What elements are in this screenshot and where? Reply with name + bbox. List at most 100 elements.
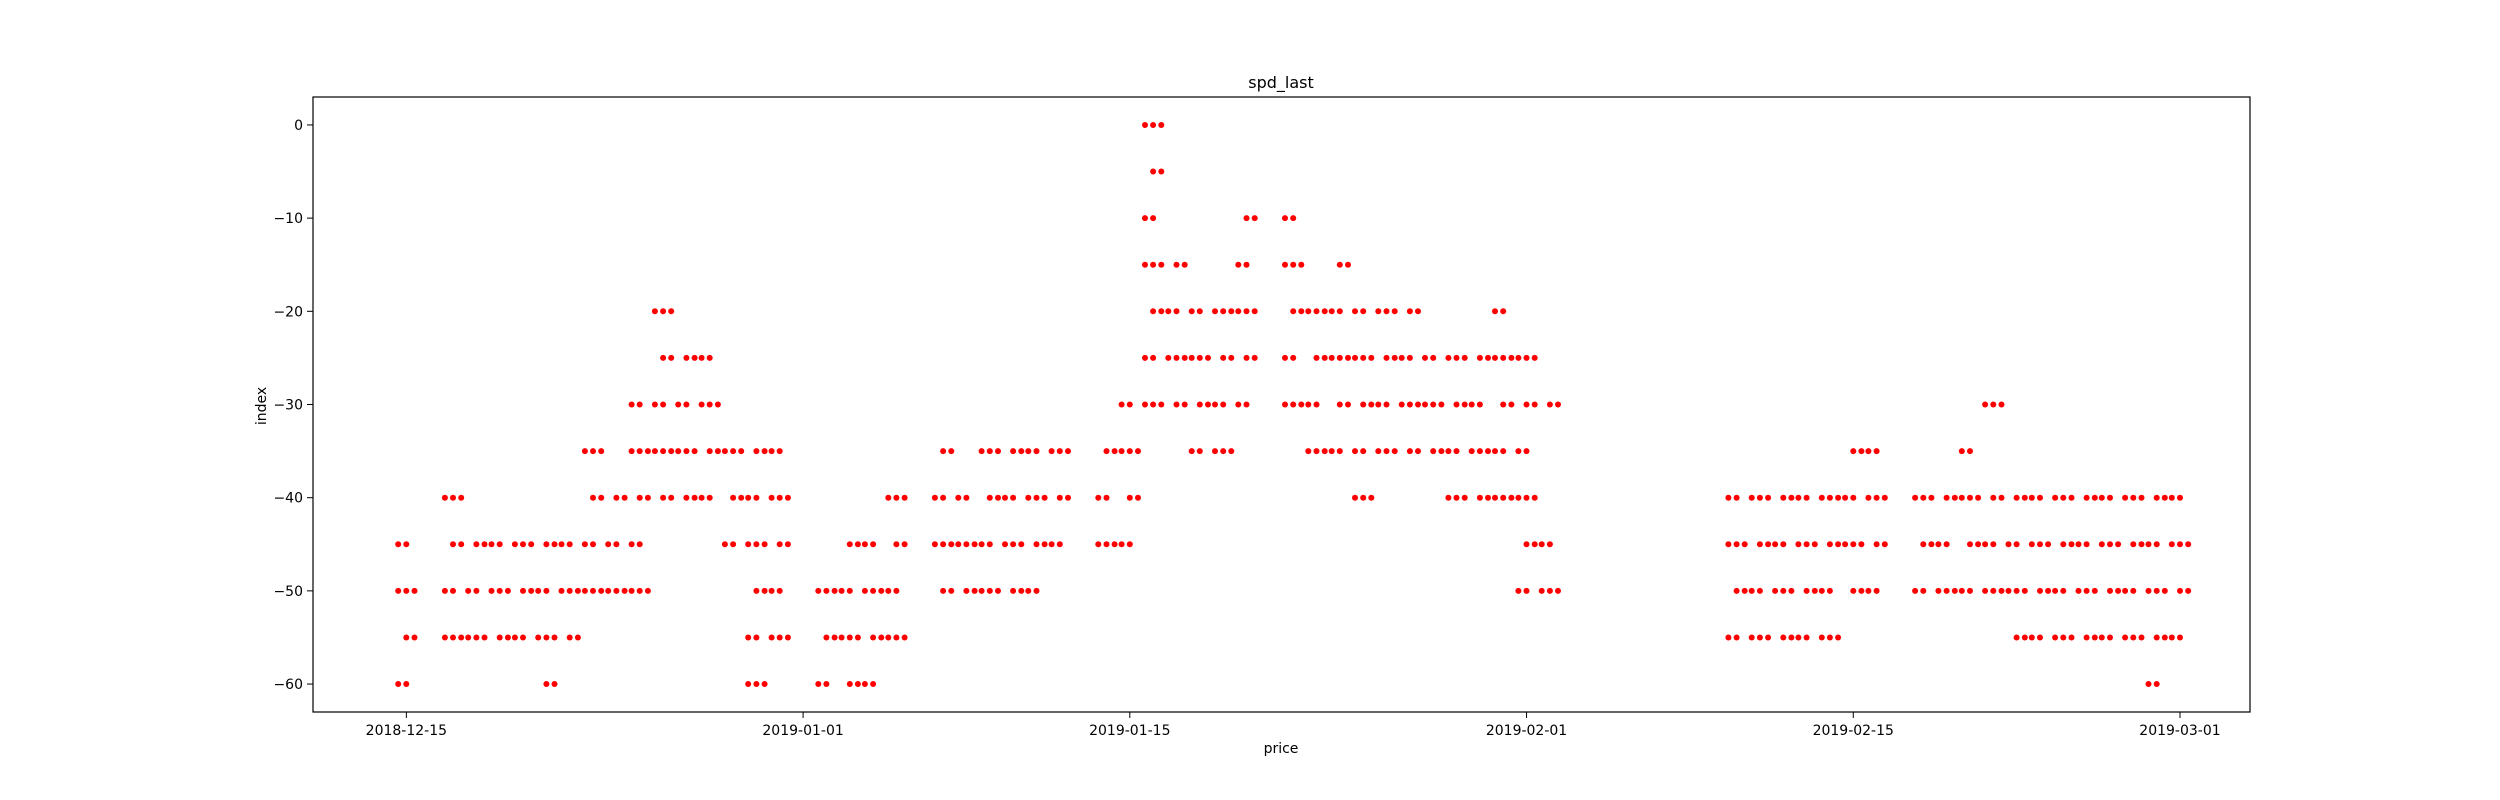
data-point (1780, 494, 1787, 501)
data-point (1912, 587, 1919, 594)
data-point (450, 587, 456, 594)
data-point (574, 634, 581, 641)
data-point (1935, 587, 1942, 594)
data-point (706, 354, 713, 361)
data-point (1142, 122, 1148, 128)
data-point (458, 541, 465, 548)
data-point (1858, 448, 1865, 455)
data-point (1523, 401, 1530, 408)
data-point (1858, 541, 1865, 548)
data-point (691, 494, 698, 501)
data-point (1438, 401, 1445, 408)
data-point (1220, 401, 1227, 408)
data-point (581, 448, 588, 455)
y-tick-label: −40 (273, 491, 303, 507)
data-point (1531, 494, 1538, 501)
data-point (2045, 541, 2052, 548)
data-point (1523, 541, 1530, 548)
data-point (450, 494, 456, 501)
data-point (660, 401, 667, 408)
data-point (2153, 587, 2160, 594)
data-point (598, 448, 605, 455)
data-point (861, 681, 868, 687)
data-point (1165, 354, 1172, 361)
data-point (1010, 494, 1017, 501)
data-point (1826, 634, 1833, 641)
data-point (2153, 634, 2160, 641)
data-point (1173, 401, 1180, 408)
data-point (1422, 401, 1428, 408)
data-point (1765, 541, 1772, 548)
data-point (691, 354, 698, 361)
x-tick-label: 2018-12-15 (366, 723, 447, 739)
data-point (1018, 448, 1025, 455)
data-point (1126, 541, 1133, 548)
data-point (1173, 261, 1180, 268)
data-point (1958, 587, 1965, 594)
data-point (1538, 541, 1545, 548)
data-point (823, 634, 830, 641)
data-point (2153, 541, 2160, 548)
data-point (870, 541, 877, 548)
data-point (1500, 308, 1507, 315)
data-point (978, 448, 985, 455)
data-point (2153, 681, 2160, 687)
data-point (574, 587, 581, 594)
data-point (963, 587, 970, 594)
data-point (893, 634, 900, 641)
data-point (504, 587, 511, 594)
data-point (2005, 541, 2012, 548)
data-point (1772, 541, 1779, 548)
data-point (2013, 494, 2020, 501)
data-point (1912, 494, 1919, 501)
data-point (2177, 494, 2183, 501)
data-point (986, 541, 993, 548)
data-point (1375, 401, 1382, 408)
data-point (473, 541, 480, 548)
data-point (1352, 448, 1358, 455)
data-point (2177, 634, 2183, 641)
data-point (1733, 634, 1740, 641)
data-point (940, 541, 947, 548)
data-point (1873, 541, 1880, 548)
data-point (2091, 587, 2098, 594)
data-point (1811, 587, 1818, 594)
data-point (955, 541, 962, 548)
data-point (1415, 448, 1421, 455)
data-point (1538, 587, 1545, 594)
data-point (1345, 261, 1351, 268)
data-point (776, 448, 783, 455)
data-point (1741, 541, 1748, 548)
data-point (1345, 401, 1351, 408)
data-point (2083, 541, 2090, 548)
data-point (1142, 261, 1148, 268)
data-point (745, 494, 752, 501)
data-point (1305, 448, 1312, 455)
data-point (1173, 354, 1180, 361)
data-point (458, 494, 465, 501)
data-point (1212, 401, 1218, 408)
data-point (1765, 634, 1772, 641)
data-point (1748, 634, 1755, 641)
data-point (1920, 494, 1927, 501)
data-point (1430, 448, 1437, 455)
data-point (995, 587, 1001, 594)
data-point (1391, 308, 1398, 315)
data-point (1150, 168, 1157, 175)
data-point (745, 681, 752, 687)
data-point (1025, 448, 1032, 455)
data-point (411, 587, 418, 594)
data-point (2068, 541, 2075, 548)
data-point (1531, 541, 1538, 548)
data-point (598, 494, 605, 501)
data-point (931, 494, 938, 501)
data-point (2107, 541, 2113, 548)
data-point (1967, 587, 1973, 594)
data-point (1251, 308, 1258, 315)
data-point (753, 494, 760, 501)
data-point (566, 634, 573, 641)
data-point (1196, 354, 1203, 361)
data-point (1476, 401, 1483, 408)
data-point (2060, 494, 2067, 501)
